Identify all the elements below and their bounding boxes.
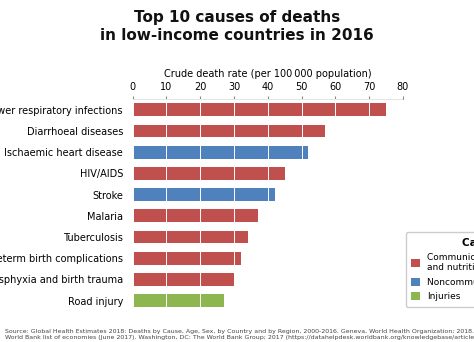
Bar bbox=[133, 209, 258, 222]
Text: Top 10 causes of deaths
in low-income countries in 2016: Top 10 causes of deaths in low-income co… bbox=[100, 10, 374, 43]
Bar bbox=[133, 188, 274, 201]
Bar bbox=[133, 167, 285, 180]
Bar bbox=[133, 146, 308, 159]
Bar bbox=[133, 294, 224, 307]
Bar bbox=[133, 103, 386, 116]
Bar bbox=[133, 124, 325, 137]
Bar bbox=[133, 231, 247, 244]
Bar bbox=[133, 252, 241, 265]
Legend: Communicable, maternal, neonatal
and nutritional conditions, Noncommunicable dis: Communicable, maternal, neonatal and nut… bbox=[406, 232, 474, 307]
X-axis label: Crude death rate (per 100 000 population): Crude death rate (per 100 000 population… bbox=[164, 69, 372, 79]
Bar bbox=[133, 273, 234, 286]
Text: Source: Global Health Estimates 2018: Deaths by Cause, Age, Sex, by Country and : Source: Global Health Estimates 2018: De… bbox=[5, 329, 474, 340]
